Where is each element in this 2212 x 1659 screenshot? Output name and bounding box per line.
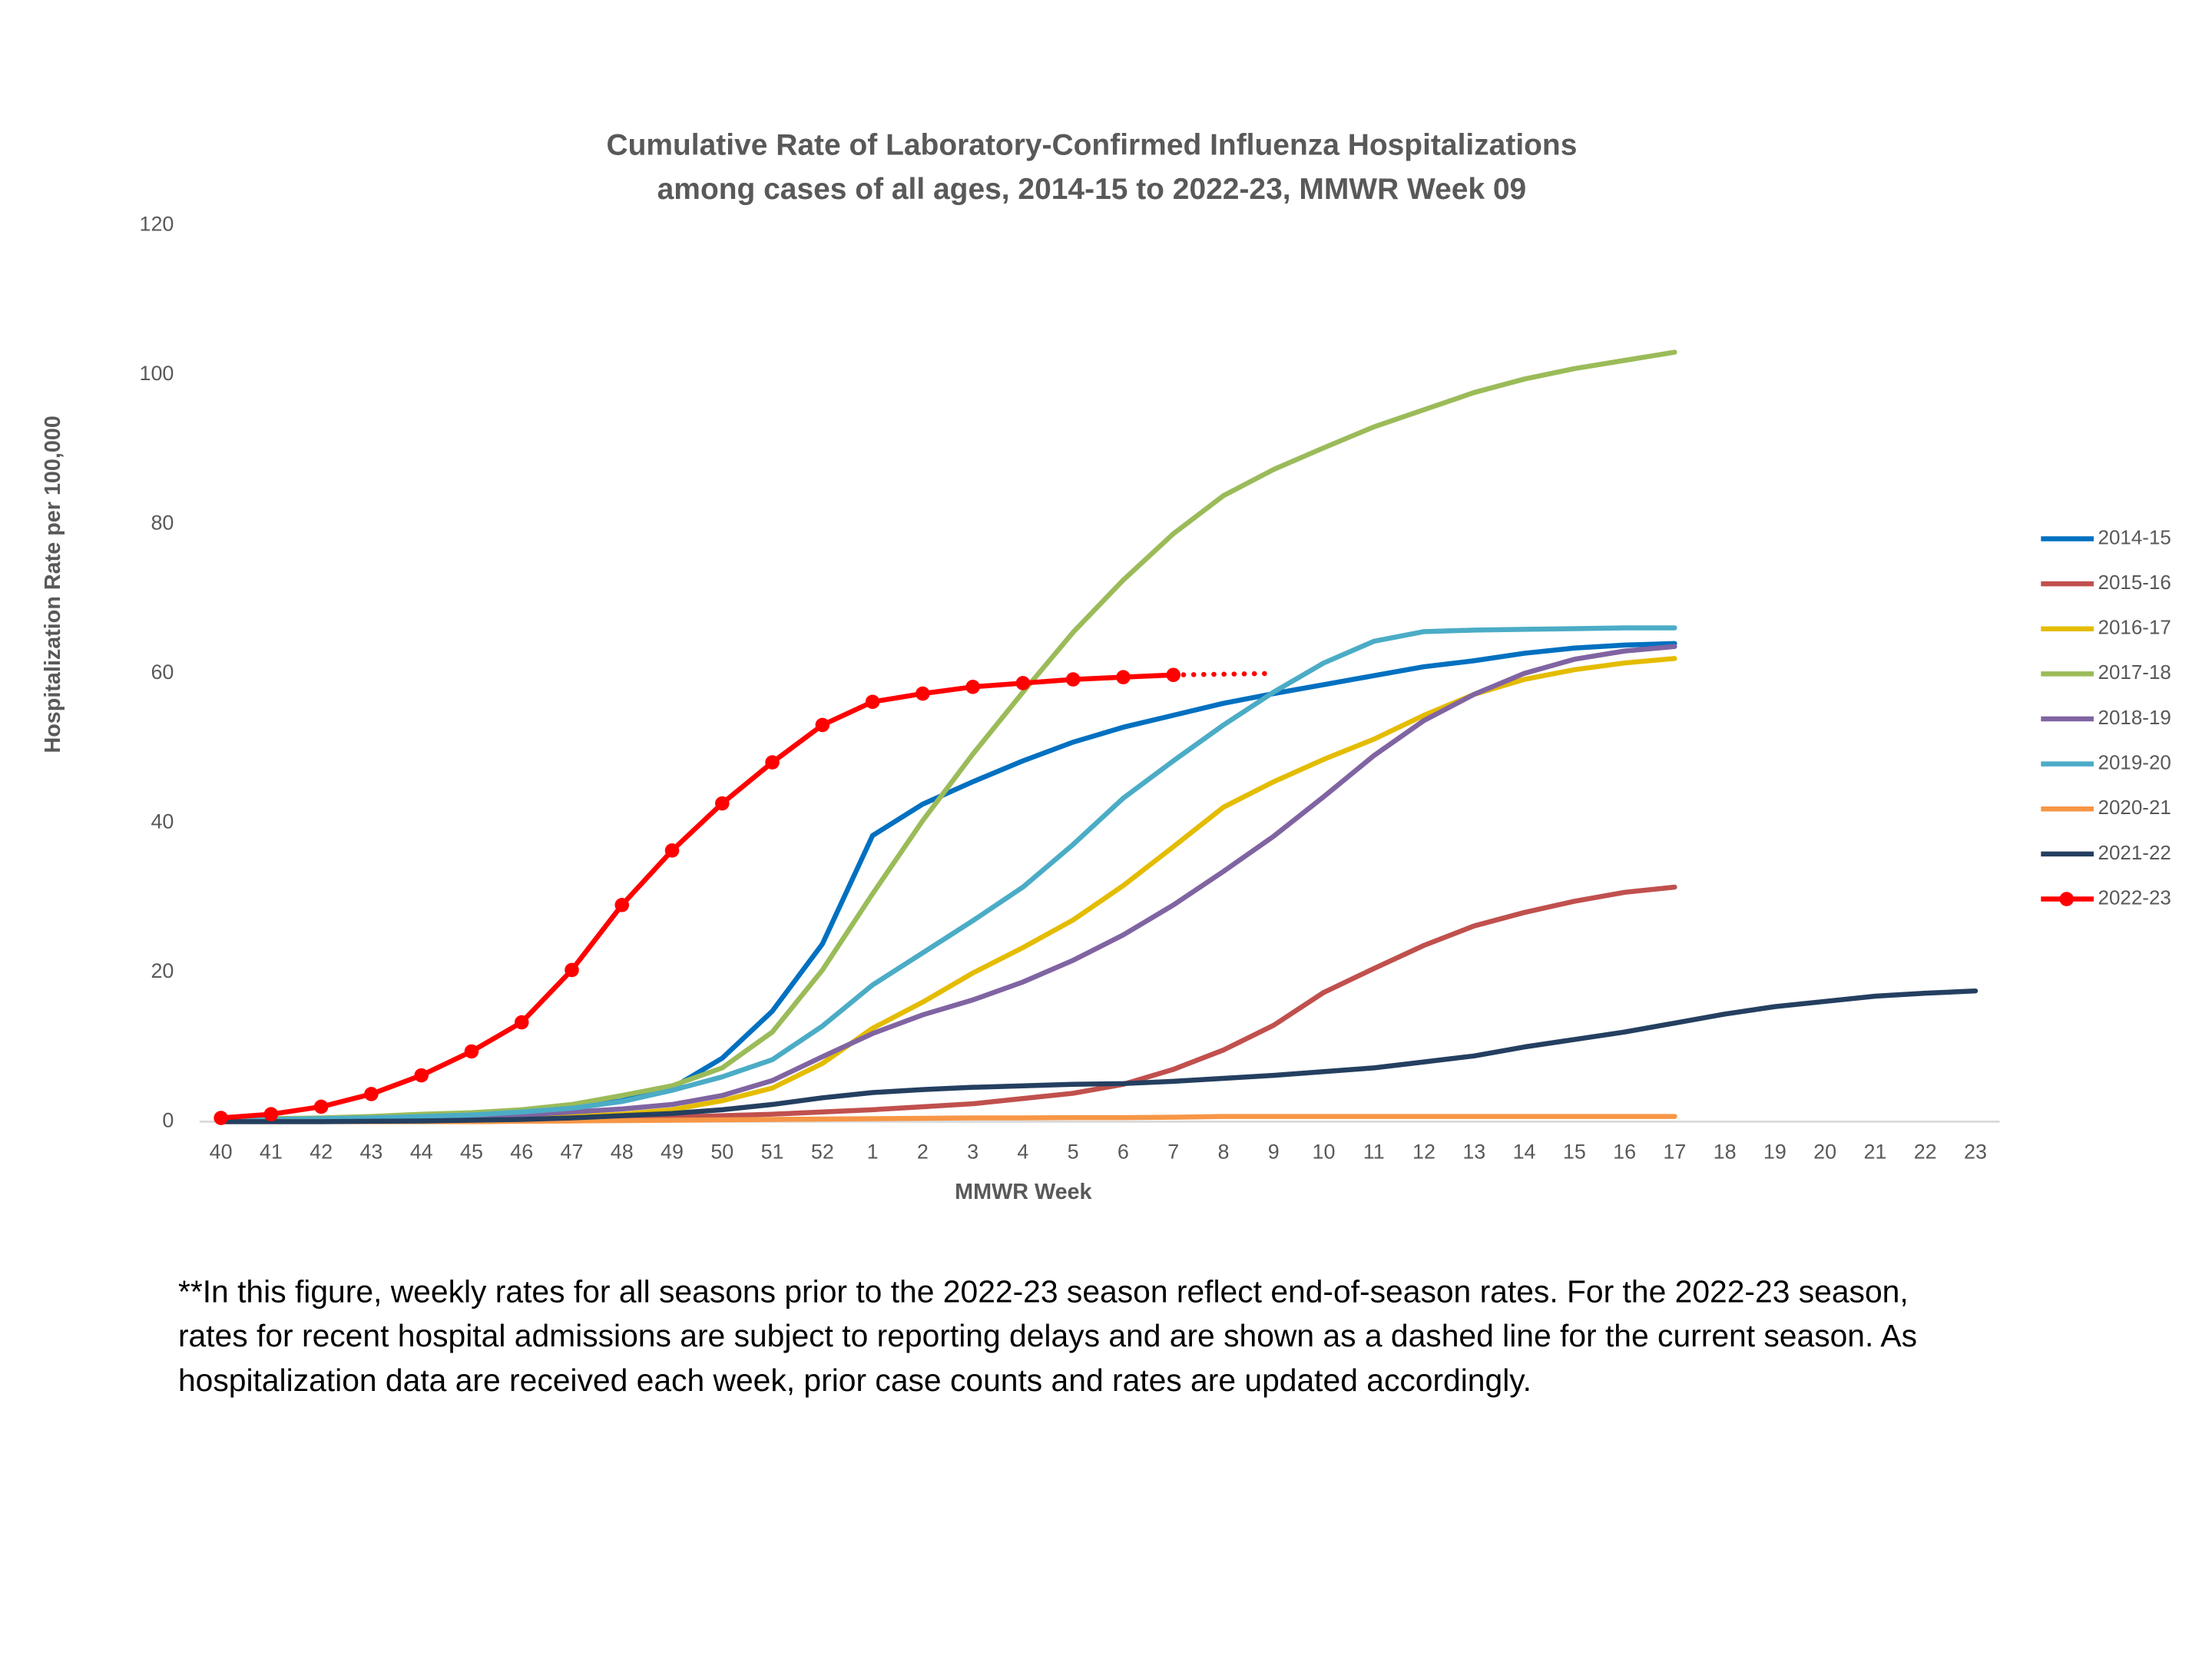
x-tick-label: 22 <box>1914 1140 1937 1163</box>
footnote: rates for recent hospital admissions are… <box>178 1318 1917 1353</box>
legend-label: 2020-21 <box>2098 796 2171 819</box>
series-line <box>1171 671 1277 677</box>
data-point <box>1015 676 1031 690</box>
y-tick-label: 20 <box>151 959 174 982</box>
x-tick-label: 3 <box>967 1140 979 1163</box>
y-tick-label: 80 <box>151 511 174 534</box>
x-tick-label: 14 <box>1513 1140 1536 1163</box>
footnote: hospitalization data are received each w… <box>178 1363 1532 1398</box>
x-tick-label: 7 <box>1167 1140 1179 1163</box>
legend-marker <box>2059 892 2074 906</box>
x-tick-label: 43 <box>359 1140 382 1163</box>
series-line <box>218 656 1677 1124</box>
data-point <box>916 686 930 701</box>
x-tick-label: 44 <box>410 1140 433 1163</box>
data-point <box>414 1068 429 1083</box>
x-tick-label: 4 <box>1017 1140 1028 1163</box>
legend-label: 2022-23 <box>2098 886 2171 909</box>
x-tick-label: 12 <box>1412 1140 1435 1163</box>
legend-label: 2015-16 <box>2098 571 2171 594</box>
x-tick-label: 1 <box>867 1140 879 1163</box>
x-tick-label: 23 <box>1964 1140 1987 1163</box>
x-tick-label: 8 <box>1217 1140 1229 1163</box>
legend-label: 2019-20 <box>2098 750 2171 773</box>
footnote: **In this figure, weekly rates for all s… <box>178 1274 1909 1310</box>
x-tick-label: 10 <box>1313 1140 1336 1163</box>
legend-label: 2018-19 <box>2098 706 2171 729</box>
x-tick-label: 42 <box>310 1140 333 1163</box>
series-line <box>218 641 1677 1123</box>
x-tick-label: 51 <box>761 1140 784 1163</box>
x-tick-label: 20 <box>1813 1140 1836 1163</box>
x-axis-title: MMWR Week <box>955 1180 1092 1204</box>
data-point <box>1166 667 1181 683</box>
data-point <box>565 962 579 978</box>
legend-label: 2016-17 <box>2098 616 2171 639</box>
data-point <box>614 898 630 912</box>
x-tick-label: 21 <box>1863 1140 1886 1163</box>
x-tick-label: 6 <box>1118 1140 1129 1163</box>
data-point <box>214 1111 228 1125</box>
data-point <box>514 1015 529 1030</box>
x-tick-label: 52 <box>811 1140 834 1163</box>
y-tick-label: 100 <box>140 362 174 385</box>
x-tick-label: 2 <box>917 1140 929 1163</box>
x-tick-label: 50 <box>710 1140 733 1163</box>
x-tick-label: 19 <box>1763 1140 1786 1163</box>
x-tick-label: 17 <box>1663 1140 1686 1163</box>
x-tick-label: 5 <box>1068 1140 1079 1163</box>
data-point <box>1116 670 1131 684</box>
x-tick-label: 49 <box>661 1140 684 1163</box>
x-tick-label: 48 <box>611 1140 634 1163</box>
y-tick-label: 40 <box>151 810 174 833</box>
data-point <box>965 680 980 694</box>
y-tick-label: 120 <box>140 212 174 235</box>
data-point <box>664 843 680 858</box>
data-point <box>464 1044 479 1059</box>
x-tick-label: 11 <box>1363 1140 1385 1163</box>
x-tick-label: 47 <box>561 1140 584 1163</box>
chart-title: Cumulative Rate of Laboratory-Confirmed … <box>606 128 1577 161</box>
x-tick-label: 15 <box>1563 1140 1586 1163</box>
data-point <box>1065 672 1081 687</box>
data-point <box>715 796 730 811</box>
x-tick-label: 9 <box>1268 1140 1280 1163</box>
data-point <box>364 1087 379 1101</box>
x-tick-label: 41 <box>260 1140 283 1163</box>
data-point <box>313 1099 329 1114</box>
legend-label: 2021-22 <box>2098 841 2171 864</box>
x-tick-label: 13 <box>1462 1140 1485 1163</box>
legend-label: 2014-15 <box>2098 525 2171 548</box>
x-tick-label: 18 <box>1714 1140 1737 1163</box>
y-tick-label: 60 <box>151 661 174 684</box>
data-point <box>815 717 830 733</box>
data-point <box>765 755 780 770</box>
x-tick-label: 45 <box>460 1140 483 1163</box>
legend-label: 2017-18 <box>2098 661 2171 684</box>
y-tick-label: 0 <box>162 1109 174 1132</box>
series-line <box>218 988 1979 1124</box>
chart-title: among cases of all ages, 2014-15 to 2022… <box>657 173 1527 206</box>
x-tick-label: 46 <box>510 1140 533 1163</box>
series-line <box>218 644 1677 1124</box>
y-axis-title: Hospitalization Rate per 100,000 <box>41 416 65 753</box>
series-line <box>218 625 1677 1123</box>
series-line <box>218 672 1176 1121</box>
x-tick-label: 16 <box>1613 1140 1636 1163</box>
data-point <box>865 694 880 710</box>
data-point <box>263 1107 279 1121</box>
x-tick-label: 40 <box>210 1140 233 1163</box>
series-line <box>218 349 1677 1122</box>
